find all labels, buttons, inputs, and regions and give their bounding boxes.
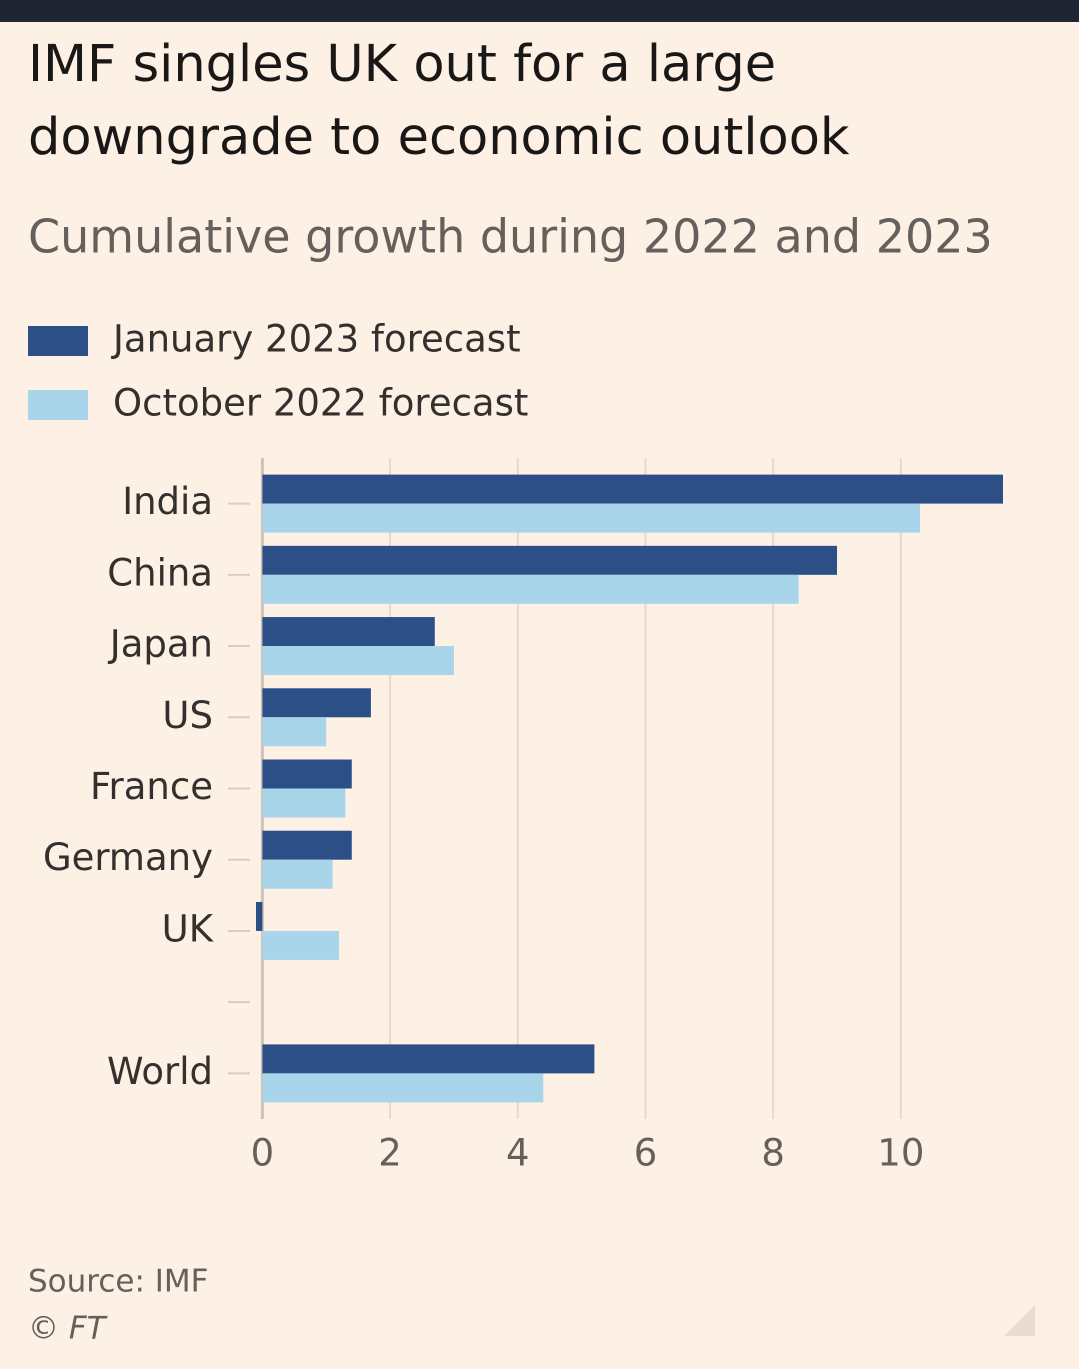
- x-tick-label: 6: [634, 1132, 658, 1175]
- chart-title: IMF singles UK out for a large downgrade…: [28, 35, 850, 167]
- bar: [262, 1073, 544, 1103]
- top-bar: [0, 0, 1079, 22]
- credit: © FT: [28, 1311, 108, 1347]
- bar: [262, 617, 435, 647]
- y-tick-label: India: [122, 480, 213, 523]
- bar: [262, 474, 1003, 504]
- y-tick-label: UK: [162, 907, 215, 950]
- bar: [262, 717, 327, 747]
- y-tick-label: US: [162, 694, 213, 737]
- x-tick-label: 4: [506, 1132, 530, 1175]
- bar: [262, 646, 454, 676]
- bar: [262, 930, 339, 960]
- x-tick-label: 0: [251, 1132, 275, 1175]
- bar: [262, 574, 799, 604]
- y-tick-label: France: [90, 765, 213, 808]
- y-tick-label: Japan: [108, 623, 213, 666]
- bar: [256, 901, 263, 931]
- bar: [262, 688, 371, 718]
- y-tick-label: China: [107, 551, 213, 594]
- corner-icon: [1004, 1305, 1035, 1336]
- legend-label: January 2023 forecast: [111, 318, 521, 361]
- y-tick-label: Germany: [43, 836, 213, 879]
- bar: [262, 503, 920, 533]
- source: Source: IMF: [28, 1264, 209, 1300]
- bar: [262, 788, 346, 818]
- bar: [262, 759, 352, 789]
- bar: [262, 859, 333, 889]
- bar: [262, 830, 352, 860]
- bar: [262, 545, 837, 575]
- legend-label: October 2022 forecast: [113, 382, 528, 425]
- y-tick-label: World: [107, 1050, 213, 1093]
- legend-swatch: [28, 390, 88, 420]
- legend-swatch: [28, 326, 88, 356]
- x-tick-label: 8: [761, 1132, 785, 1175]
- x-tick-label: 2: [378, 1132, 402, 1175]
- bar: [262, 1044, 595, 1074]
- x-tick-label: 10: [877, 1132, 924, 1175]
- chart-subtitle: Cumulative growth during 2022 and 2023: [28, 210, 993, 264]
